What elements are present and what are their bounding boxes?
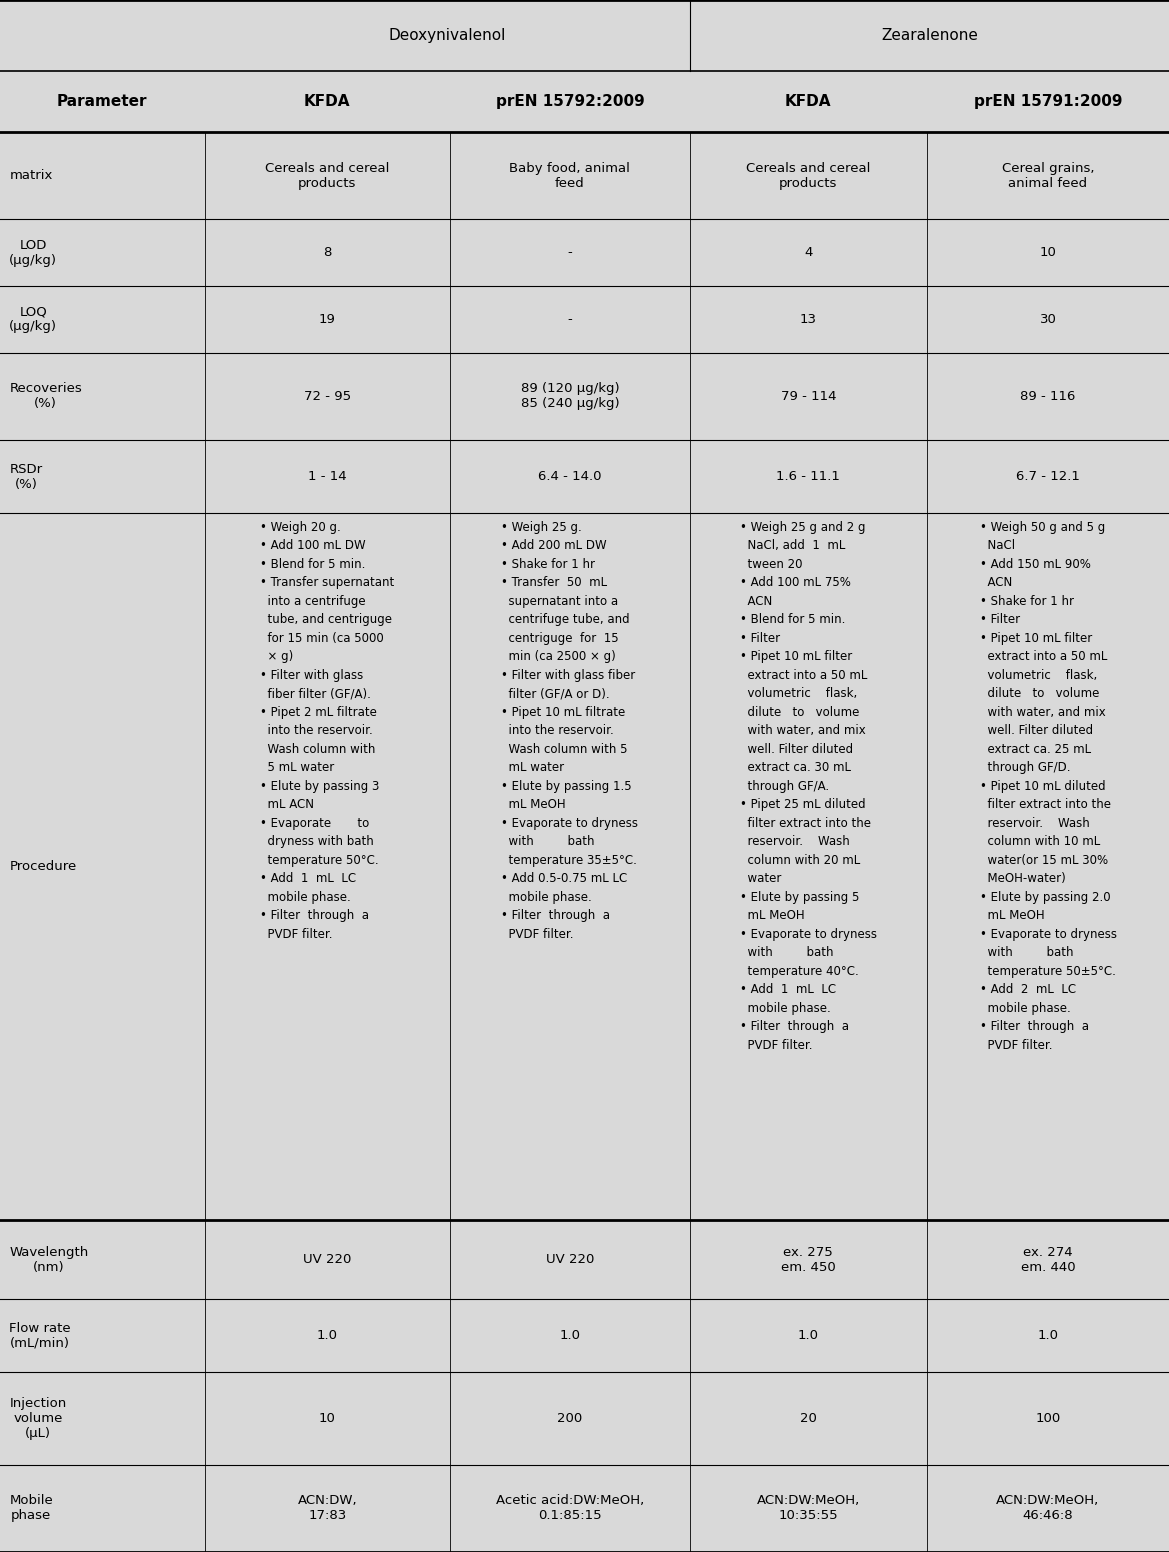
Bar bbox=[0, 71, 1169, 132]
Text: Cereals and cereal
products: Cereals and cereal products bbox=[746, 161, 871, 189]
Text: Wavelength
(nm): Wavelength (nm) bbox=[9, 1246, 89, 1274]
Text: Cereals and cereal
products: Cereals and cereal products bbox=[265, 161, 389, 189]
Text: Recoveries
(%): Recoveries (%) bbox=[9, 382, 82, 410]
Text: ACN:DW,
17:83: ACN:DW, 17:83 bbox=[297, 1495, 358, 1523]
Text: • Weigh 25 g.
• Add 200 mL DW
• Shake for 1 hr
• Transfer  50  mL
  supernatant : • Weigh 25 g. • Add 200 mL DW • Shake fo… bbox=[502, 521, 638, 941]
Text: 1.0: 1.0 bbox=[798, 1330, 818, 1342]
Text: 200: 200 bbox=[558, 1412, 582, 1425]
Text: 13: 13 bbox=[800, 314, 817, 326]
Text: 100: 100 bbox=[1036, 1412, 1060, 1425]
Text: 72 - 95: 72 - 95 bbox=[304, 390, 351, 404]
Text: ex. 274
em. 440: ex. 274 em. 440 bbox=[1021, 1246, 1075, 1274]
Text: Cereal grains,
animal feed: Cereal grains, animal feed bbox=[1002, 161, 1094, 189]
Text: 1.6 - 11.1: 1.6 - 11.1 bbox=[776, 470, 841, 483]
Text: KFDA: KFDA bbox=[786, 95, 831, 109]
Bar bbox=[0, 0, 1169, 71]
Text: • Weigh 50 g and 5 g
  NaCl
• Add 150 mL 90%
  ACN
• Shake for 1 hr
• Filter
• P: • Weigh 50 g and 5 g NaCl • Add 150 mL 9… bbox=[980, 521, 1116, 1052]
Text: • Weigh 25 g and 2 g
  NaCl, add  1  mL
  tween 20
• Add 100 mL 75%
  ACN
• Blen: • Weigh 25 g and 2 g NaCl, add 1 mL twee… bbox=[740, 521, 877, 1052]
Text: Injection
volume
(μL): Injection volume (μL) bbox=[9, 1397, 67, 1440]
Text: Procedure: Procedure bbox=[9, 860, 77, 874]
Text: 30: 30 bbox=[1039, 314, 1057, 326]
Text: prEN 15792:2009: prEN 15792:2009 bbox=[496, 95, 644, 109]
Text: ex. 275
em. 450: ex. 275 em. 450 bbox=[781, 1246, 836, 1274]
Text: ACN:DW:MeOH,
10:35:55: ACN:DW:MeOH, 10:35:55 bbox=[756, 1495, 860, 1523]
Text: 4: 4 bbox=[804, 247, 812, 259]
Text: ACN:DW:MeOH,
46:46:8: ACN:DW:MeOH, 46:46:8 bbox=[996, 1495, 1100, 1523]
Text: UV 220: UV 220 bbox=[546, 1252, 594, 1266]
Text: Zearalenone: Zearalenone bbox=[881, 28, 977, 43]
Text: 1.0: 1.0 bbox=[560, 1330, 580, 1342]
Text: 89 (120 μg/kg)
85 (240 μg/kg): 89 (120 μg/kg) 85 (240 μg/kg) bbox=[520, 382, 620, 410]
Text: 1 - 14: 1 - 14 bbox=[307, 470, 347, 483]
Text: 19: 19 bbox=[319, 314, 336, 326]
Text: Mobile
phase: Mobile phase bbox=[9, 1495, 53, 1523]
Text: • Weigh 20 g.
• Add 100 mL DW
• Blend for 5 min.
• Transfer supernatant
  into a: • Weigh 20 g. • Add 100 mL DW • Blend fo… bbox=[261, 521, 394, 941]
Text: 79 - 114: 79 - 114 bbox=[781, 390, 836, 404]
Text: 1.0: 1.0 bbox=[317, 1330, 338, 1342]
Text: 8: 8 bbox=[323, 247, 332, 259]
Text: RSDr
(%): RSDr (%) bbox=[9, 462, 42, 490]
Text: matrix: matrix bbox=[9, 169, 53, 182]
Text: -: - bbox=[567, 247, 573, 259]
Text: 20: 20 bbox=[800, 1412, 817, 1425]
Text: -: - bbox=[567, 314, 573, 326]
Text: KFDA: KFDA bbox=[304, 95, 351, 109]
Text: Baby food, animal
feed: Baby food, animal feed bbox=[510, 161, 630, 189]
Text: LOD
(μg/kg): LOD (μg/kg) bbox=[9, 239, 57, 267]
Text: Parameter: Parameter bbox=[57, 95, 147, 109]
Text: prEN 15791:2009: prEN 15791:2009 bbox=[974, 95, 1122, 109]
Text: UV 220: UV 220 bbox=[303, 1252, 352, 1266]
Text: LOQ
(μg/kg): LOQ (μg/kg) bbox=[9, 306, 57, 334]
Text: Deoxynivalenol: Deoxynivalenol bbox=[388, 28, 506, 43]
Text: Flow rate
(mL/min): Flow rate (mL/min) bbox=[9, 1322, 71, 1350]
Text: 10: 10 bbox=[1039, 247, 1057, 259]
Text: 6.4 - 14.0: 6.4 - 14.0 bbox=[538, 470, 602, 483]
Text: 6.7 - 12.1: 6.7 - 12.1 bbox=[1016, 470, 1080, 483]
Text: 89 - 116: 89 - 116 bbox=[1021, 390, 1075, 404]
Text: 1.0: 1.0 bbox=[1038, 1330, 1058, 1342]
Text: 10: 10 bbox=[319, 1412, 336, 1425]
Text: Acetic acid:DW:MeOH,
0.1:85:15: Acetic acid:DW:MeOH, 0.1:85:15 bbox=[496, 1495, 644, 1523]
